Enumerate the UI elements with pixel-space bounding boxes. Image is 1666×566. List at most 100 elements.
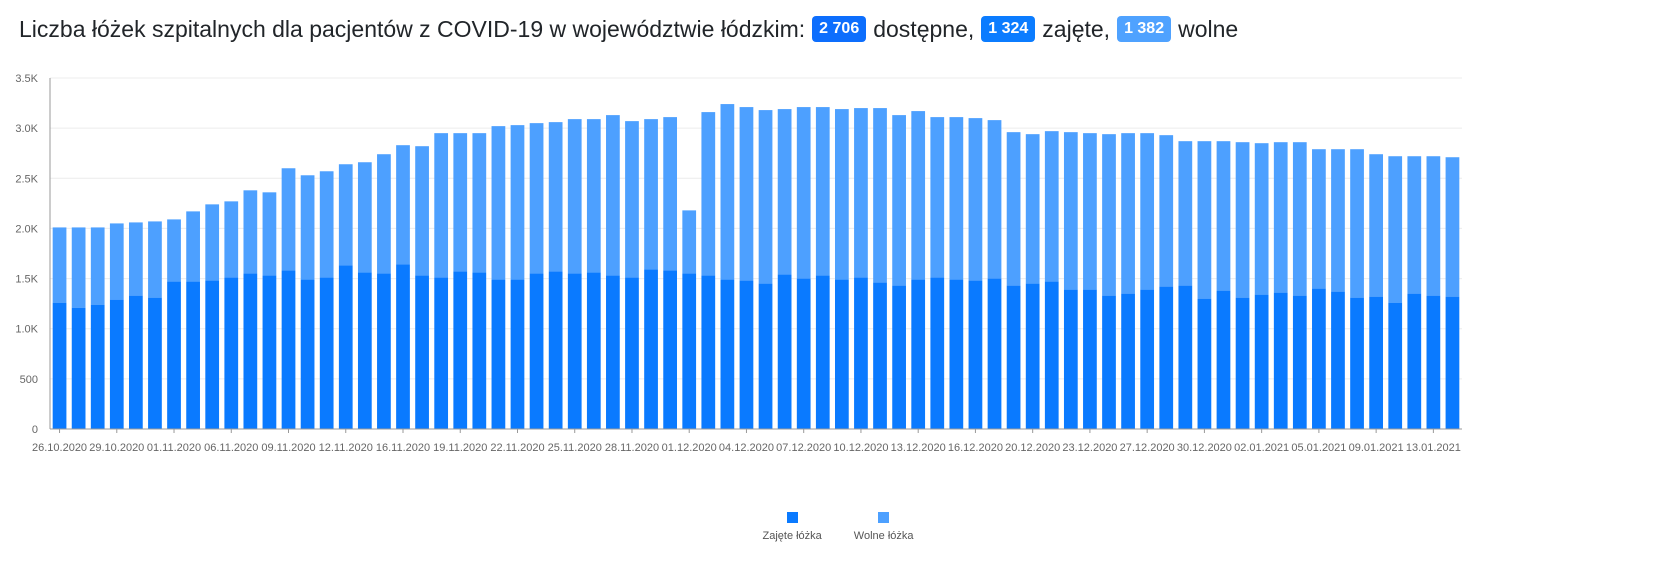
bar-free[interactable] xyxy=(281,168,296,271)
bar-occupied[interactable] xyxy=(128,295,143,429)
bar-occupied[interactable] xyxy=(453,271,468,429)
bar-occupied[interactable] xyxy=(90,304,105,429)
bar-free[interactable] xyxy=(663,117,678,271)
bar-free[interactable] xyxy=(1235,142,1250,298)
bar-occupied[interactable] xyxy=(663,270,678,429)
bar-occupied[interactable] xyxy=(1178,285,1193,429)
bar-free[interactable] xyxy=(625,121,639,278)
bar-free[interactable] xyxy=(396,145,410,265)
bar-free[interactable] xyxy=(71,227,86,308)
bar-free[interactable] xyxy=(1025,134,1040,284)
bar-occupied[interactable] xyxy=(491,279,506,429)
bar-free[interactable] xyxy=(796,107,811,279)
bar-free[interactable] xyxy=(1426,156,1441,296)
bar-occupied[interactable] xyxy=(319,277,334,429)
bar-occupied[interactable] xyxy=(968,280,983,429)
bar-free[interactable] xyxy=(1044,131,1059,282)
bar-free[interactable] xyxy=(758,110,773,284)
bar-free[interactable] xyxy=(1350,149,1364,298)
bar-occupied[interactable] xyxy=(1102,295,1116,429)
bar-free[interactable] xyxy=(1102,134,1116,296)
bar-occupied[interactable] xyxy=(739,280,754,429)
bar-free[interactable] xyxy=(167,219,181,282)
bar-occupied[interactable] xyxy=(205,280,220,429)
bar-occupied[interactable] xyxy=(606,275,620,429)
bar-free[interactable] xyxy=(357,162,372,273)
bar-free[interactable] xyxy=(1407,156,1422,294)
bar-free[interactable] xyxy=(815,107,830,276)
bar-free[interactable] xyxy=(434,133,449,278)
bar-free[interactable] xyxy=(472,133,487,273)
bar-free[interactable] xyxy=(491,126,506,280)
bar-free[interactable] xyxy=(243,190,258,274)
bar-free[interactable] xyxy=(1273,142,1288,293)
bar-occupied[interactable] xyxy=(338,265,353,429)
bar-occupied[interactable] xyxy=(52,302,67,429)
bar-free[interactable] xyxy=(949,117,964,280)
bar-occupied[interactable] xyxy=(186,281,200,429)
bar-occupied[interactable] xyxy=(625,277,639,429)
bar-occupied[interactable] xyxy=(1235,297,1250,429)
bar-occupied[interactable] xyxy=(1426,295,1441,429)
bar-occupied[interactable] xyxy=(1369,296,1384,429)
bar-free[interactable] xyxy=(1388,156,1403,303)
bar-occupied[interactable] xyxy=(434,277,449,429)
bar-occupied[interactable] xyxy=(71,307,86,429)
bar-occupied[interactable] xyxy=(834,279,849,429)
bar-occupied[interactable] xyxy=(1216,290,1231,429)
bar-free[interactable] xyxy=(682,210,697,274)
bar-occupied[interactable] xyxy=(586,272,601,429)
bar-free[interactable] xyxy=(911,111,926,280)
bar-free[interactable] xyxy=(1445,157,1460,297)
bar-free[interactable] xyxy=(1140,133,1155,290)
bar-occupied[interactable] xyxy=(892,285,906,429)
bar-occupied[interactable] xyxy=(701,275,716,429)
bar-free[interactable] xyxy=(529,123,544,274)
bar-free[interactable] xyxy=(644,119,658,270)
bar-free[interactable] xyxy=(319,171,334,278)
bar-occupied[interactable] xyxy=(472,272,487,429)
bar-occupied[interactable] xyxy=(1292,295,1307,429)
bar-free[interactable] xyxy=(300,175,315,280)
bar-occupied[interactable] xyxy=(1407,293,1422,429)
bar-occupied[interactable] xyxy=(510,279,525,429)
bar-free[interactable] xyxy=(415,146,429,276)
bar-occupied[interactable] xyxy=(281,270,296,429)
bar-free[interactable] xyxy=(739,107,754,281)
bar-free[interactable] xyxy=(968,118,983,281)
bar-free[interactable] xyxy=(1006,132,1021,286)
bar-occupied[interactable] xyxy=(396,264,410,429)
bar-free[interactable] xyxy=(1197,141,1212,299)
bar-free[interactable] xyxy=(606,115,620,276)
bar-occupied[interactable] xyxy=(1312,288,1326,429)
bar-free[interactable] xyxy=(777,109,792,275)
bar-free[interactable] xyxy=(148,221,162,298)
bar-free[interactable] xyxy=(224,201,239,278)
bar-occupied[interactable] xyxy=(758,283,773,429)
bar-occupied[interactable] xyxy=(1121,293,1135,429)
bar-occupied[interactable] xyxy=(1331,291,1345,429)
bar-free[interactable] xyxy=(52,227,67,303)
bar-occupied[interactable] xyxy=(1254,294,1269,429)
bar-free[interactable] xyxy=(1178,141,1193,286)
bar-occupied[interactable] xyxy=(644,269,658,429)
bar-occupied[interactable] xyxy=(300,279,315,429)
bar-occupied[interactable] xyxy=(796,278,811,429)
bar-occupied[interactable] xyxy=(148,297,162,429)
bar-occupied[interactable] xyxy=(854,277,868,429)
bar-free[interactable] xyxy=(720,104,735,280)
bar-free[interactable] xyxy=(834,109,849,280)
bar-occupied[interactable] xyxy=(109,299,124,429)
bar-occupied[interactable] xyxy=(167,281,181,429)
bar-free[interactable] xyxy=(205,204,220,281)
bar-occupied[interactable] xyxy=(1159,286,1174,429)
bar-free[interactable] xyxy=(1312,149,1326,289)
bar-free[interactable] xyxy=(548,122,563,272)
bar-occupied[interactable] xyxy=(815,275,830,429)
bar-free[interactable] xyxy=(1292,142,1307,296)
bar-occupied[interactable] xyxy=(930,277,945,429)
bar-occupied[interactable] xyxy=(1445,296,1460,429)
bar-free[interactable] xyxy=(1121,133,1135,294)
bar-occupied[interactable] xyxy=(682,273,697,429)
bar-free[interactable] xyxy=(338,164,353,266)
